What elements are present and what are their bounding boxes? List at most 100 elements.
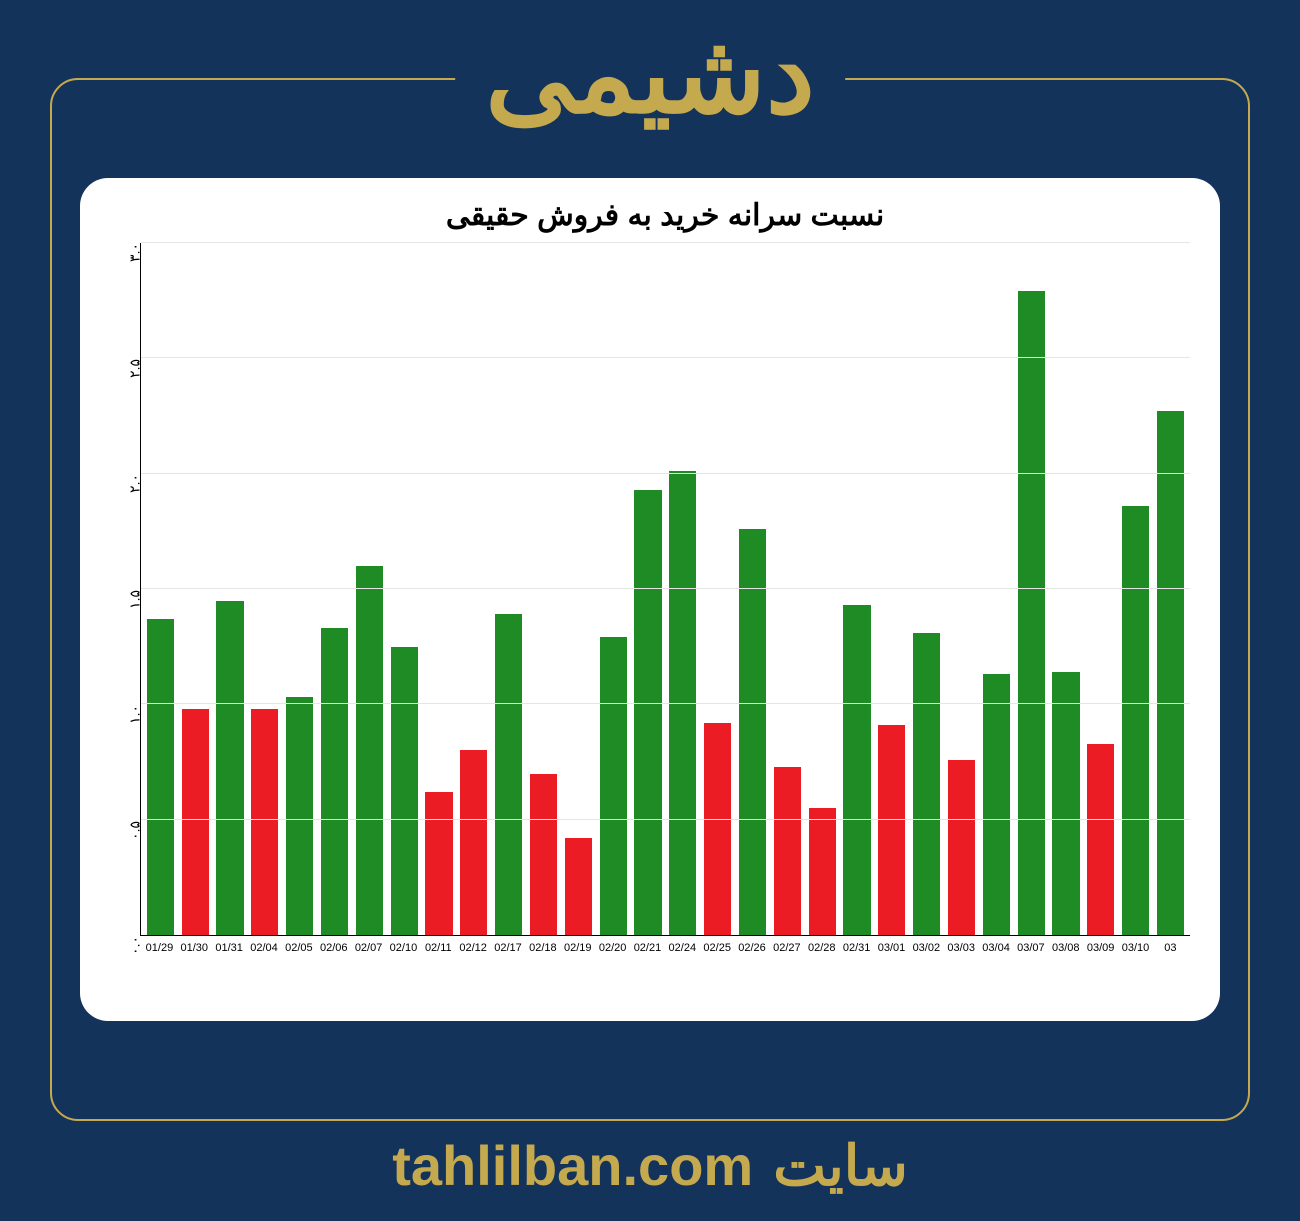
bar-slot xyxy=(282,243,317,935)
bar-slot xyxy=(178,243,213,935)
bar-slot xyxy=(561,243,596,935)
bar-slot xyxy=(735,243,770,935)
x-tick-label: 03/08 xyxy=(1048,936,1083,966)
bar-slot xyxy=(840,243,875,935)
bar xyxy=(425,792,452,935)
x-tick-label: 02/31 xyxy=(839,936,874,966)
x-tick-label: 03/02 xyxy=(909,936,944,966)
x-tick-label: 02/17 xyxy=(491,936,526,966)
bar xyxy=(739,529,766,935)
x-tick-label: 02/24 xyxy=(665,936,700,966)
chart-title: نسبت سرانه خرید به فروش حقیقی xyxy=(140,198,1190,233)
x-tick-label: 02/06 xyxy=(316,936,351,966)
footer-label: سایت xyxy=(773,1133,908,1199)
bar xyxy=(634,490,661,935)
bar xyxy=(1157,411,1184,935)
bar xyxy=(356,566,383,935)
bar-slot xyxy=(387,243,422,935)
bar-slot xyxy=(422,243,457,935)
bar xyxy=(565,838,592,935)
bar xyxy=(391,647,418,935)
bar-slot xyxy=(213,243,248,935)
bar-slot xyxy=(1014,243,1049,935)
bar-slot xyxy=(526,243,561,935)
grid-line xyxy=(141,242,1190,243)
bar-slot xyxy=(700,243,735,935)
x-tick-label: 02/11 xyxy=(421,936,456,966)
bar-slot xyxy=(143,243,178,935)
x-tick-label: 03 xyxy=(1153,936,1188,966)
x-tick-label: 02/04 xyxy=(247,936,282,966)
bar xyxy=(948,760,975,935)
footer-url: tahlilban.com xyxy=(392,1133,753,1198)
x-tick-label: 02/27 xyxy=(769,936,804,966)
bar-slot xyxy=(909,243,944,935)
grid-line xyxy=(141,357,1190,358)
bar xyxy=(530,774,557,935)
x-tick-label: 03/04 xyxy=(979,936,1014,966)
x-tick-label: 02/26 xyxy=(735,936,770,966)
page-title: دشیمی xyxy=(455,10,845,138)
bar xyxy=(983,674,1010,935)
bar-slot xyxy=(1153,243,1188,935)
bar xyxy=(460,750,487,935)
grid-line xyxy=(141,588,1190,589)
x-axis: 01/2901/3001/3102/0402/0502/0602/0702/10… xyxy=(140,936,1190,966)
chart-card: نسبت سرانه خرید به فروش حقیقی ۰.۰۰.۵۱.۰۱… xyxy=(80,178,1220,1021)
bar xyxy=(286,697,313,935)
x-tick-label: 03/07 xyxy=(1013,936,1048,966)
bar xyxy=(600,637,627,935)
x-tick-label: 02/21 xyxy=(630,936,665,966)
y-axis: ۰.۰۰.۵۱.۰۱.۵۲.۰۲.۵۳.۰ xyxy=(100,243,135,936)
x-tick-label: 02/28 xyxy=(804,936,839,966)
bar xyxy=(704,723,731,935)
bar xyxy=(251,709,278,935)
x-tick-label: 01/31 xyxy=(212,936,247,966)
bar-slot xyxy=(596,243,631,935)
bar xyxy=(774,767,801,935)
grid-line xyxy=(141,703,1190,704)
bar xyxy=(495,614,522,935)
x-tick-label: 02/20 xyxy=(595,936,630,966)
bar xyxy=(878,725,905,935)
x-tick-label: 02/19 xyxy=(560,936,595,966)
bar xyxy=(182,709,209,935)
x-tick-label: 03/01 xyxy=(874,936,909,966)
x-tick-label: 02/10 xyxy=(386,936,421,966)
bars-container xyxy=(141,243,1190,935)
bar-slot xyxy=(944,243,979,935)
bar xyxy=(913,633,940,935)
x-tick-label: 01/29 xyxy=(142,936,177,966)
bar-slot xyxy=(979,243,1014,935)
bar-slot xyxy=(247,243,282,935)
bar-slot xyxy=(770,243,805,935)
x-tick-label: 02/07 xyxy=(351,936,386,966)
x-tick-label: 02/12 xyxy=(456,936,491,966)
x-tick-label: 02/05 xyxy=(281,936,316,966)
bar-slot xyxy=(456,243,491,935)
bar xyxy=(216,601,243,935)
bar-slot xyxy=(1083,243,1118,935)
bar-slot xyxy=(491,243,526,935)
x-tick-label: 03/10 xyxy=(1118,936,1153,966)
bar-slot xyxy=(665,243,700,935)
bar xyxy=(1052,672,1079,935)
x-tick-label: 03/03 xyxy=(944,936,979,966)
bar xyxy=(147,619,174,935)
x-tick-label: 03/09 xyxy=(1083,936,1118,966)
chart-area: ۰.۰۰.۵۱.۰۱.۵۲.۰۲.۵۳.۰ 01/2901/3001/3102/… xyxy=(140,243,1190,966)
bar-slot xyxy=(874,243,909,935)
bar-slot xyxy=(805,243,840,935)
bar xyxy=(809,808,836,935)
grid-line xyxy=(141,473,1190,474)
bar xyxy=(1087,744,1114,935)
x-tick-label: 02/25 xyxy=(700,936,735,966)
grid-line xyxy=(141,819,1190,820)
bar xyxy=(321,628,348,935)
bar xyxy=(843,605,870,935)
footer: سایت tahlilban.com xyxy=(362,1133,938,1199)
bar-slot xyxy=(1049,243,1084,935)
bar-slot xyxy=(352,243,387,935)
x-tick-label: 02/18 xyxy=(525,936,560,966)
plot-region xyxy=(140,243,1190,936)
